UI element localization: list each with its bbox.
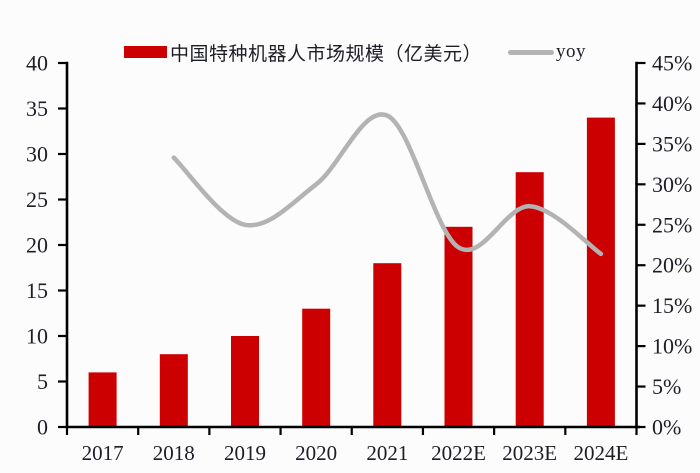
legend-item-market-size: 中国特种机器人市场规模（亿美元） bbox=[124, 39, 482, 66]
bar-2024E bbox=[586, 117, 615, 427]
right-axis-label: 25% bbox=[652, 212, 692, 237]
right-axis-label: 15% bbox=[652, 293, 692, 318]
right-axis-label: 10% bbox=[652, 334, 692, 359]
right-axis-label: 45% bbox=[652, 51, 692, 76]
yoy-line bbox=[171, 112, 604, 257]
left-axis-label: 0 bbox=[37, 415, 48, 440]
left-axis-label: 40 bbox=[26, 51, 48, 76]
left-axis-label: 25 bbox=[26, 187, 48, 212]
left-axis-label: 30 bbox=[26, 142, 48, 167]
x-axis-label: 2019 bbox=[224, 441, 266, 465]
legend-bar-swatch-icon bbox=[124, 46, 167, 58]
x-axis-label: 2018 bbox=[153, 441, 195, 465]
left-axis-label: 10 bbox=[26, 324, 48, 349]
legend-item-yoy: yoy bbox=[508, 41, 586, 63]
bar-2022E bbox=[444, 226, 473, 427]
left-axis-label: 5 bbox=[37, 369, 48, 394]
bar-2017 bbox=[88, 372, 117, 427]
bar-2021 bbox=[373, 263, 402, 427]
x-axis-label: 2021 bbox=[366, 441, 408, 465]
right-axis-label: 40% bbox=[652, 91, 692, 116]
bar-2018 bbox=[159, 354, 188, 427]
bar-2023E bbox=[515, 172, 544, 427]
x-axis-label: 2024E bbox=[573, 441, 628, 465]
right-axis-label: 5% bbox=[652, 374, 681, 399]
chart-legend: 中国特种机器人市场规模（亿美元） yoy bbox=[124, 39, 586, 66]
x-axis-label: 2023E bbox=[502, 441, 557, 465]
right-axis-label: 20% bbox=[652, 253, 692, 278]
legend-label-yoy: yoy bbox=[556, 41, 587, 62]
legend-label-market-size: 中国特种机器人市场规模（亿美元） bbox=[170, 43, 483, 65]
right-axis-label: 30% bbox=[652, 172, 692, 197]
left-axis-label: 15 bbox=[26, 278, 48, 303]
x-axis-label: 2022E bbox=[431, 441, 486, 465]
left-axis-label: 35 bbox=[26, 96, 48, 121]
bar-2020 bbox=[302, 308, 331, 427]
x-axis-label: 2020 bbox=[295, 441, 337, 465]
bar-2019 bbox=[231, 336, 259, 427]
legend-line-swatch-icon bbox=[508, 49, 555, 55]
right-axis-label: 0% bbox=[652, 415, 681, 440]
left-axis-label: 20 bbox=[26, 233, 48, 258]
x-axis-label: 2017 bbox=[82, 441, 124, 465]
right-axis-label: 35% bbox=[652, 131, 692, 156]
